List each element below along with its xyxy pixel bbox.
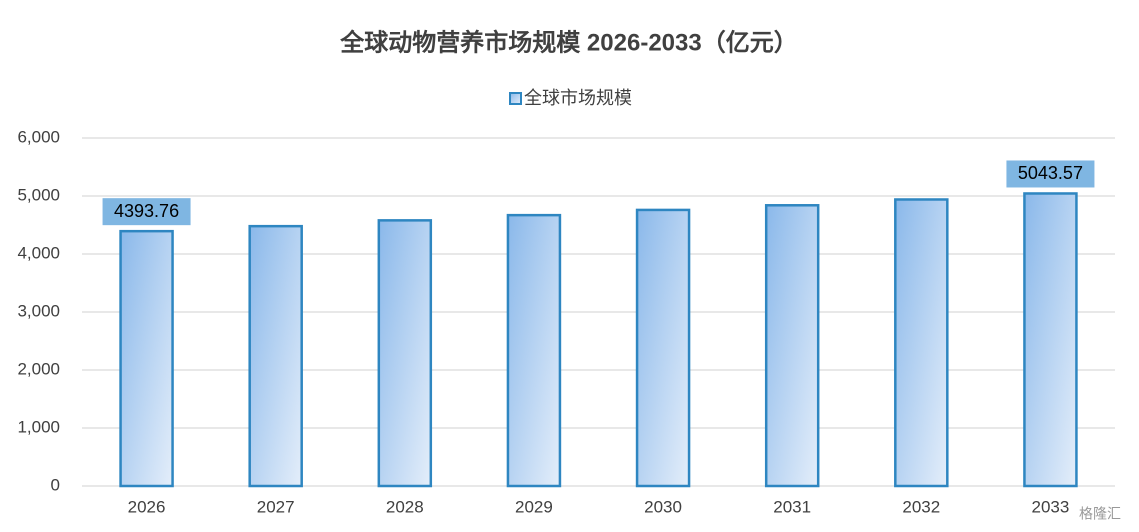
data-label-box <box>102 198 191 226</box>
y-tick-label: 2,000 <box>17 359 60 378</box>
y-tick-label: 1,000 <box>17 417 60 436</box>
chart-title: 全球动物营养市场规模 2026-2033（亿元） <box>339 28 797 56</box>
x-tick-label: 2032 <box>902 497 940 516</box>
y-tick-label: 3,000 <box>17 301 60 320</box>
x-tick-label: 2027 <box>257 497 295 516</box>
watermark: 格隆汇 <box>1079 506 1121 522</box>
bar <box>248 224 303 488</box>
bar <box>635 208 691 488</box>
bar <box>119 229 174 488</box>
x-tick-label: 2031 <box>773 497 811 516</box>
bar <box>764 204 820 488</box>
legend-marker <box>509 92 522 105</box>
bar <box>894 198 949 488</box>
y-tick-label: 6,000 <box>17 127 60 146</box>
x-tick-label: 2029 <box>515 497 553 516</box>
data-label-box <box>1006 160 1095 188</box>
bar <box>506 213 562 488</box>
x-tick-label: 2028 <box>386 497 424 516</box>
data-label: 5043.57 <box>1018 163 1083 183</box>
bar <box>1023 192 1078 488</box>
y-tick-label: 4,000 <box>17 243 60 262</box>
x-tick-label: 2030 <box>644 497 682 516</box>
data-label: 4393.76 <box>114 201 179 221</box>
x-tick-label: 2033 <box>1032 497 1070 516</box>
legend-label: 全球市场规模 <box>524 88 632 108</box>
y-tick-label: 0 <box>51 475 60 494</box>
bar <box>377 219 433 488</box>
x-tick-label: 2026 <box>128 497 166 516</box>
y-tick-label: 5,000 <box>17 185 60 204</box>
